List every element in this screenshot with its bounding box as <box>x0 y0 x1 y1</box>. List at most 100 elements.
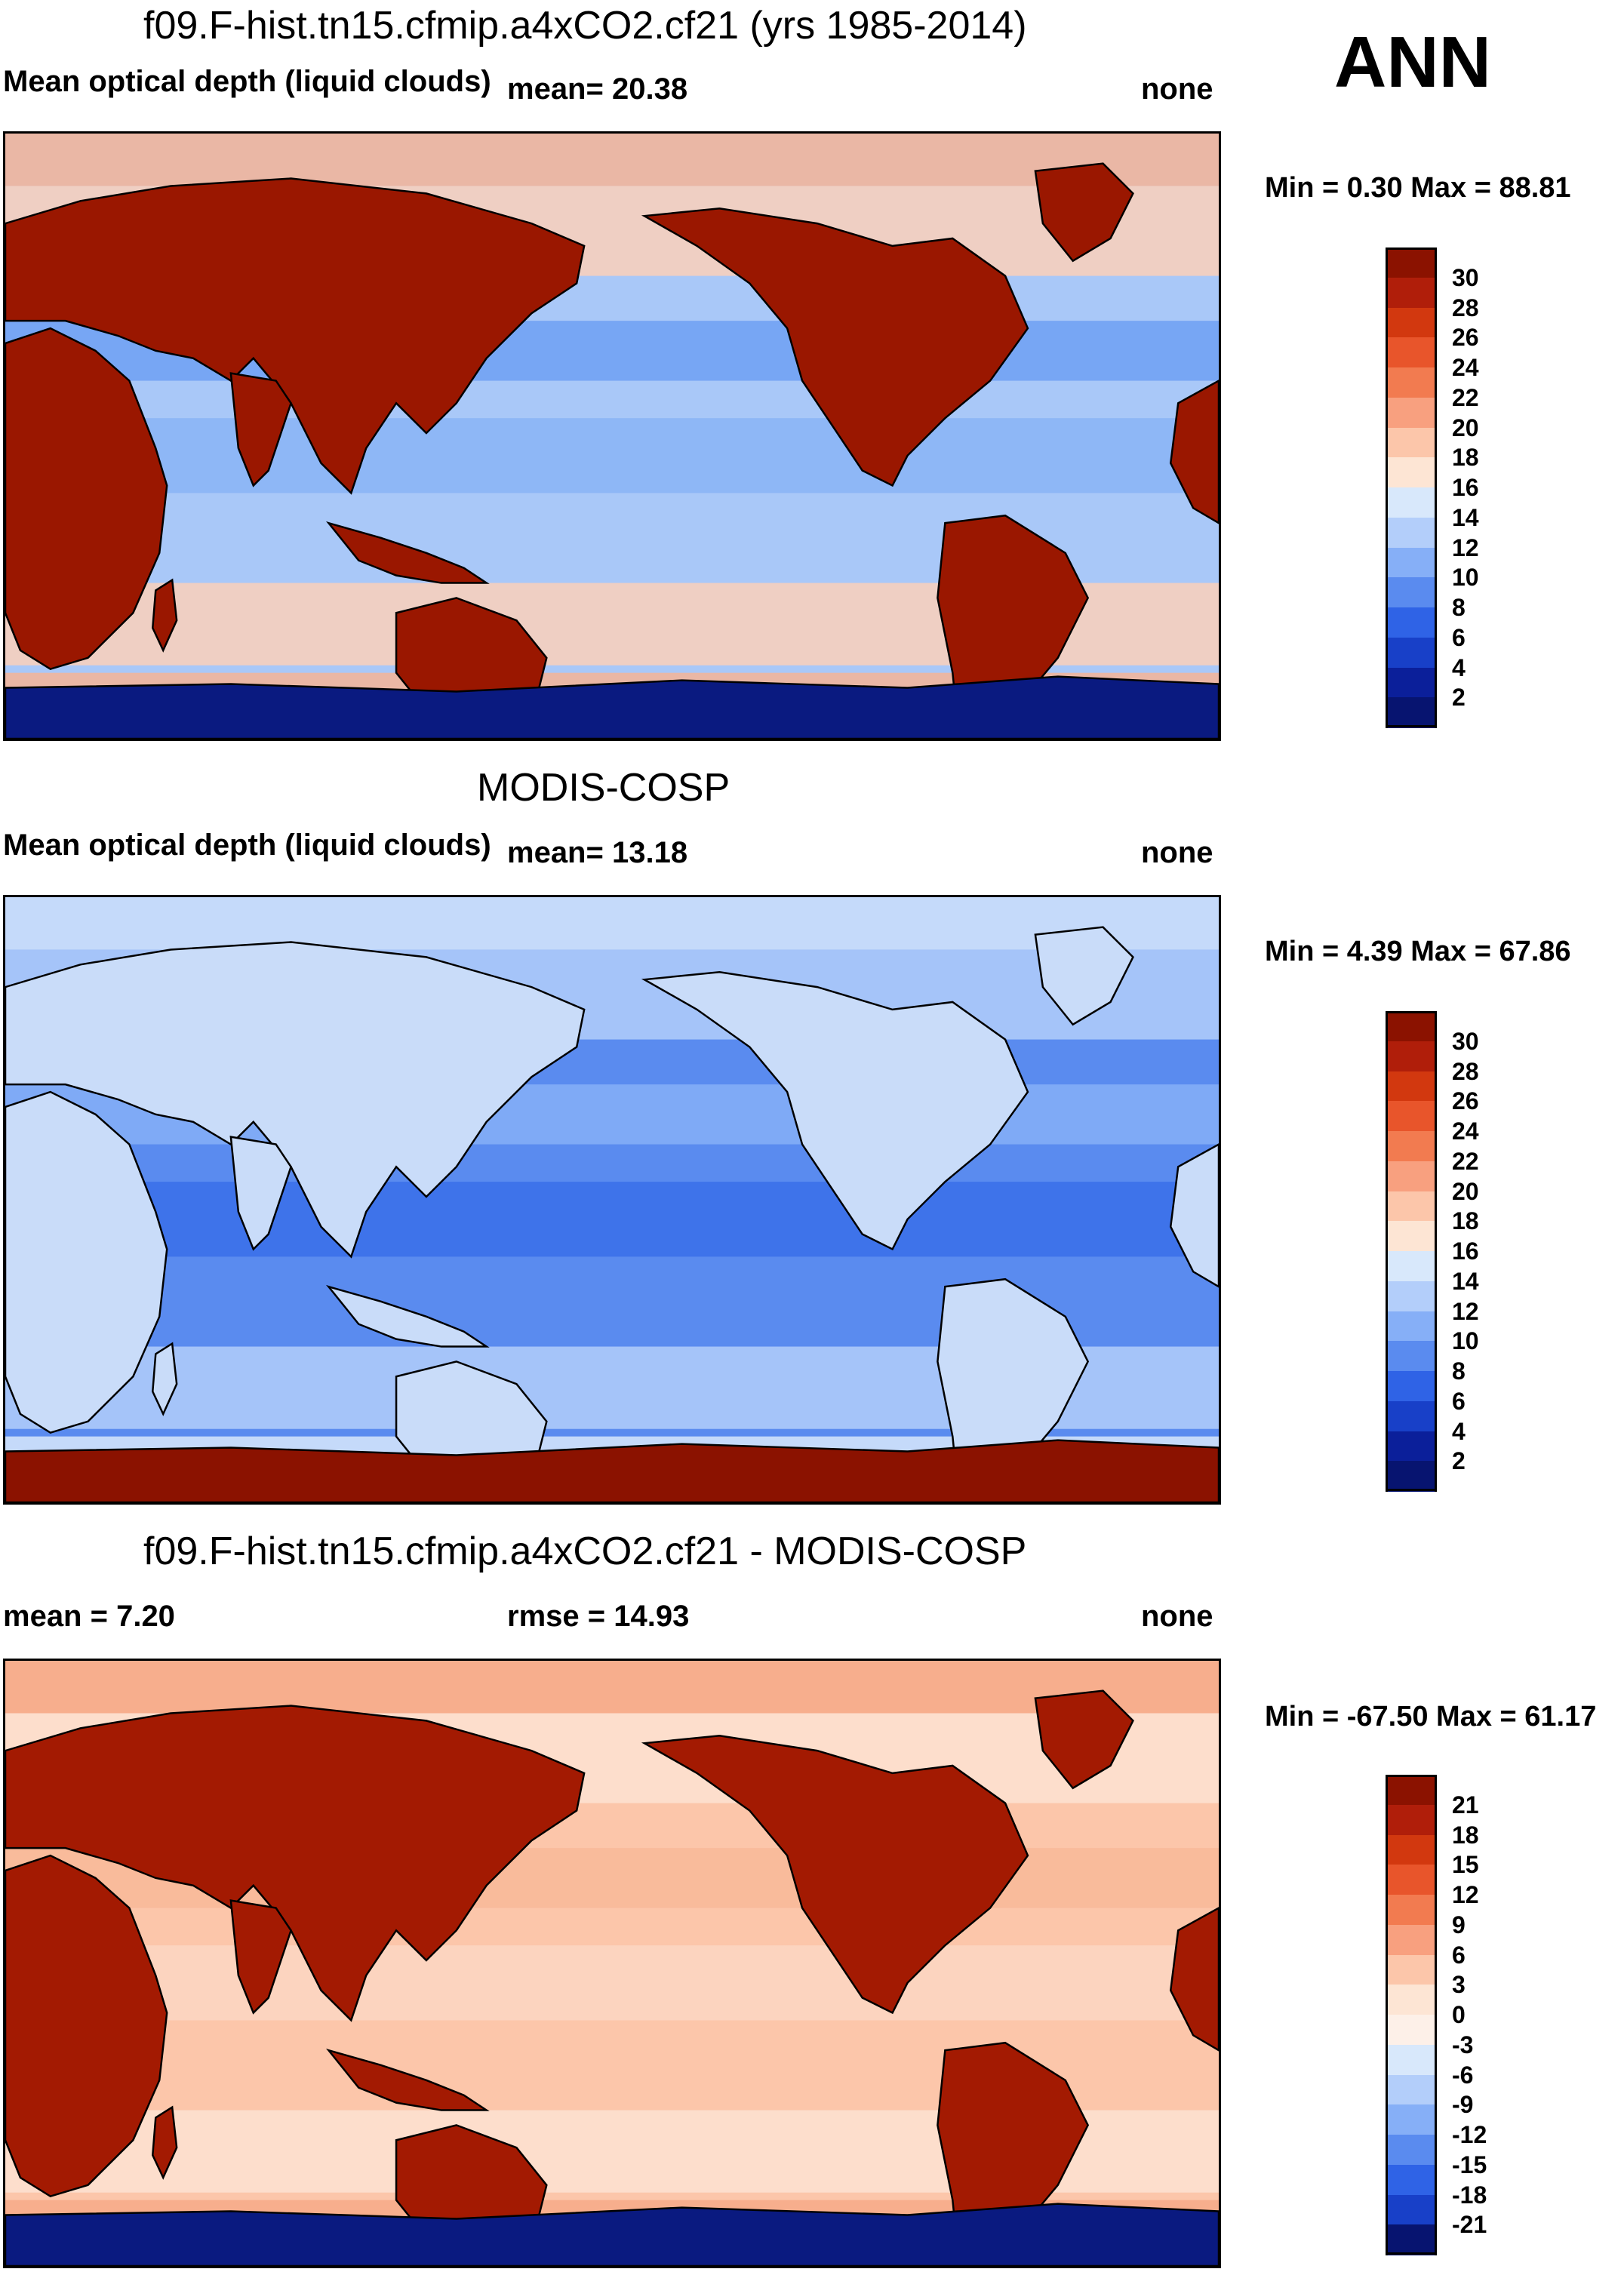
colorbar-swatch <box>1386 637 1437 669</box>
colorbar-swatch <box>1386 517 1437 549</box>
colorbar-tick-label: 26 <box>1452 324 1479 352</box>
colorbar-tick-label: 22 <box>1452 383 1479 411</box>
colorbar-tick-label: 0 <box>1452 2001 1466 2028</box>
continent-outline <box>229 1899 292 2015</box>
panel-2-minmax: Min = 4.39 Max = 67.86 <box>1265 936 1571 967</box>
colorbar-swatch <box>1386 2224 1437 2255</box>
colorbar-swatch <box>1386 1131 1437 1162</box>
colorbar-tick-label: -9 <box>1452 2091 1474 2119</box>
colorbar-swatch <box>1386 277 1437 309</box>
colorbar-tick-label: 2 <box>1452 1447 1466 1475</box>
colorbar-swatch <box>1386 577 1437 608</box>
colorbar-tick-label: -12 <box>1452 2121 1487 2148</box>
colorbar-tick-label: 30 <box>1452 263 1479 291</box>
colorbar-swatch <box>1386 1221 1437 1252</box>
continent-outline <box>5 1705 586 2022</box>
colorbar-tick-label: 8 <box>1452 594 1466 621</box>
continent-outline <box>5 177 586 495</box>
colorbar-tick-label: 10 <box>1452 564 1479 592</box>
colorbar-tick-label: 6 <box>1452 1941 1466 1969</box>
colorbar-swatch <box>1386 2164 1437 2196</box>
colorbar-tick-label: 22 <box>1452 1147 1479 1175</box>
colorbar-swatch <box>1386 307 1437 339</box>
colorbar-swatch <box>1386 1280 1437 1312</box>
continent-outline <box>1169 1907 1219 2052</box>
colorbar-tick-label: 15 <box>1452 1851 1479 1879</box>
colorbar-tick-label: 28 <box>1452 294 1479 321</box>
colorbar-swatch <box>1386 2044 1437 2076</box>
colorbar-swatch <box>1386 1311 1437 1342</box>
continent-outline <box>229 372 292 487</box>
colorbar-tick-label: 12 <box>1452 1297 1479 1325</box>
continent-outline <box>152 1342 178 1416</box>
colorbar-swatch <box>1386 1865 1437 1895</box>
colorbar-tick-label: 6 <box>1452 1387 1466 1415</box>
panel-1-mean: mean= 20.38 <box>507 72 688 106</box>
panel-1-variable: Mean optical depth (liquid clouds) <box>3 65 491 98</box>
colorbar-tick-label: -6 <box>1452 2061 1474 2089</box>
antarctica <box>5 2203 1219 2266</box>
continent-outline <box>325 2048 490 2111</box>
colorbar-tick-label: 14 <box>1452 1267 1479 1295</box>
panel-3-colorbar: 21 18 15 12 9 6 3 0 -3 -6 -9 -12 -15 -18 -21 <box>1386 1775 1582 2255</box>
colorbar-swatch <box>1386 397 1437 429</box>
colorbar-swatch <box>1386 1985 1437 2015</box>
colorbar-tick-label: -15 <box>1452 2151 1487 2178</box>
world-map <box>5 897 1219 1502</box>
colorbar-swatch <box>1386 427 1437 459</box>
colorbar-swatch <box>1386 367 1437 398</box>
zonal-band <box>5 1182 1219 1257</box>
colorbar-tick-label: 12 <box>1452 533 1479 561</box>
colorbar-tick-label: 8 <box>1452 1357 1466 1385</box>
continent-outline <box>5 327 168 671</box>
colorbar-tick-label: 2 <box>1452 684 1466 712</box>
panel-2-title: MODIS-COSP <box>477 766 730 810</box>
colorbar-swatch <box>1386 1431 1437 1462</box>
colorbar-tick-label: -21 <box>1452 2211 1487 2239</box>
continent-outline <box>1169 1143 1219 1288</box>
colorbar-swatch <box>1386 1400 1437 1432</box>
colorbar-tick-label: 18 <box>1452 444 1479 472</box>
colorbar-tick-label: 4 <box>1452 653 1466 681</box>
panel-2-variable: Mean optical depth (liquid clouds) <box>3 829 491 862</box>
continent-outline <box>1169 380 1219 524</box>
colorbar-swatch <box>1386 1041 1437 1072</box>
continent-outline <box>152 578 178 653</box>
antarctica <box>5 1439 1219 1502</box>
panel-1-map <box>3 131 1221 741</box>
panel-2-colorbar: 30 28 26 24 22 20 18 16 14 12 10 8 6 4 2 <box>1386 1011 1582 1492</box>
continent-outline <box>1034 1689 1134 1790</box>
colorbar-swatch <box>1386 1101 1437 1132</box>
colorbar-tick-label: 9 <box>1452 1911 1466 1938</box>
panel-1-units: none <box>1141 72 1213 106</box>
panel-3-minmax: Min = -67.50 Max = 61.17 <box>1265 1701 1597 1732</box>
colorbar-swatch <box>1386 247 1437 278</box>
colorbar-swatch <box>1386 1461 1437 1492</box>
colorbar-swatch <box>1386 1011 1437 1042</box>
colorbar-swatch <box>1386 1251 1437 1282</box>
continent-outline <box>5 1090 168 1434</box>
colorbar-tick-label: 26 <box>1452 1087 1479 1115</box>
colorbar-swatch <box>1386 2135 1437 2166</box>
panel-3-title: f09.F-hist.tn15.cfmip.a4xCO2.cf21 - MODI… <box>143 1530 1027 1573</box>
colorbar-tick-label: 28 <box>1452 1057 1479 1085</box>
continent-outline <box>641 971 1029 1251</box>
continent-outline <box>152 2105 178 2180</box>
colorbar-swatch <box>1386 607 1437 638</box>
colorbar-tick-label: 14 <box>1452 503 1479 531</box>
colorbar-tick-label: 3 <box>1452 1971 1466 1999</box>
colorbar-tick-label: 24 <box>1452 354 1479 381</box>
continent-outline <box>5 1854 168 2198</box>
panel-3-units: none <box>1141 1600 1213 1633</box>
colorbar-swatch <box>1386 2194 1437 2226</box>
zonal-band <box>5 1945 1219 2021</box>
colorbar-swatch <box>1386 667 1437 699</box>
zonal-band <box>5 1661 1219 1714</box>
colorbar-swatch <box>1386 2015 1437 2046</box>
world-map <box>5 1661 1219 2266</box>
continent-outline <box>1034 926 1134 1026</box>
colorbar-tick-label: 24 <box>1452 1118 1479 1145</box>
colorbar-swatch <box>1386 1895 1437 1926</box>
panel-3-rmse: rmse = 14.93 <box>507 1600 690 1633</box>
panel-1-colorbar: 30 28 26 24 22 20 18 16 14 12 10 8 6 4 2 <box>1386 247 1582 728</box>
